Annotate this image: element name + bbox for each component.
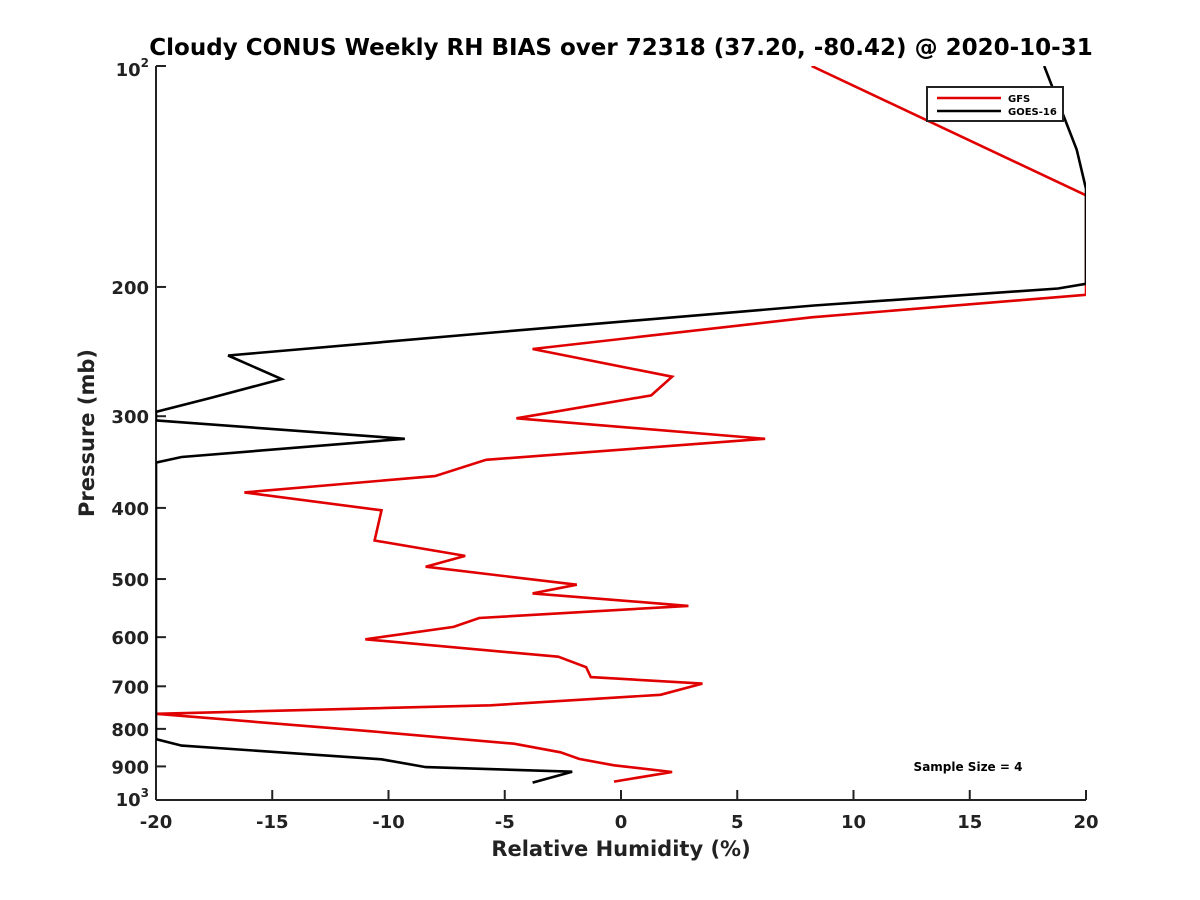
y-tick-label: 103 <box>116 786 149 811</box>
x-tick-label: -10 <box>372 812 405 833</box>
series-layer <box>156 66 1086 784</box>
y-tick-label: 900 <box>111 757 149 778</box>
legend-box <box>926 86 1064 122</box>
legend-label: GOES-16 <box>1008 107 1057 118</box>
y-axis-label: Pressure (mb) <box>75 349 99 517</box>
y-tick-label: 400 <box>111 499 149 520</box>
sample-size-annotation: Sample Size = 4 <box>914 760 1023 774</box>
x-tick-label: 0 <box>615 812 628 833</box>
x-tick-label: -20 <box>140 812 173 833</box>
series-line-gfs <box>156 66 1086 783</box>
x-tick-label: 20 <box>1073 812 1098 833</box>
series-line-goes-16 <box>156 66 1086 784</box>
y-tick-label: 300 <box>111 407 149 428</box>
x-tick-label: 5 <box>731 812 744 833</box>
y-tick-label: 800 <box>111 720 149 741</box>
y-tick-label: 700 <box>111 677 149 698</box>
legend: GFS GOES-16 <box>926 86 1064 122</box>
x-tick-label: 10 <box>841 812 866 833</box>
y-tick-label: 500 <box>111 570 149 591</box>
axes: -20 -15 -10 -5 0 5 10 15 20 102 200 300 400 500 600 700… <box>111 56 1098 833</box>
x-tick-label: -5 <box>495 812 515 833</box>
y-tick-label: 200 <box>111 278 149 299</box>
x-axis-label: Relative Humidity (%) <box>491 837 750 861</box>
chart-title: Cloudy CONUS Weekly RH BIAS over 72318 (… <box>149 35 1092 61</box>
x-tick-label: -15 <box>256 812 289 833</box>
legend-label: GFS <box>1008 94 1030 105</box>
x-tick-label: 15 <box>957 812 982 833</box>
y-tick-label: 600 <box>111 628 149 649</box>
y-tick-label: 102 <box>116 56 149 81</box>
